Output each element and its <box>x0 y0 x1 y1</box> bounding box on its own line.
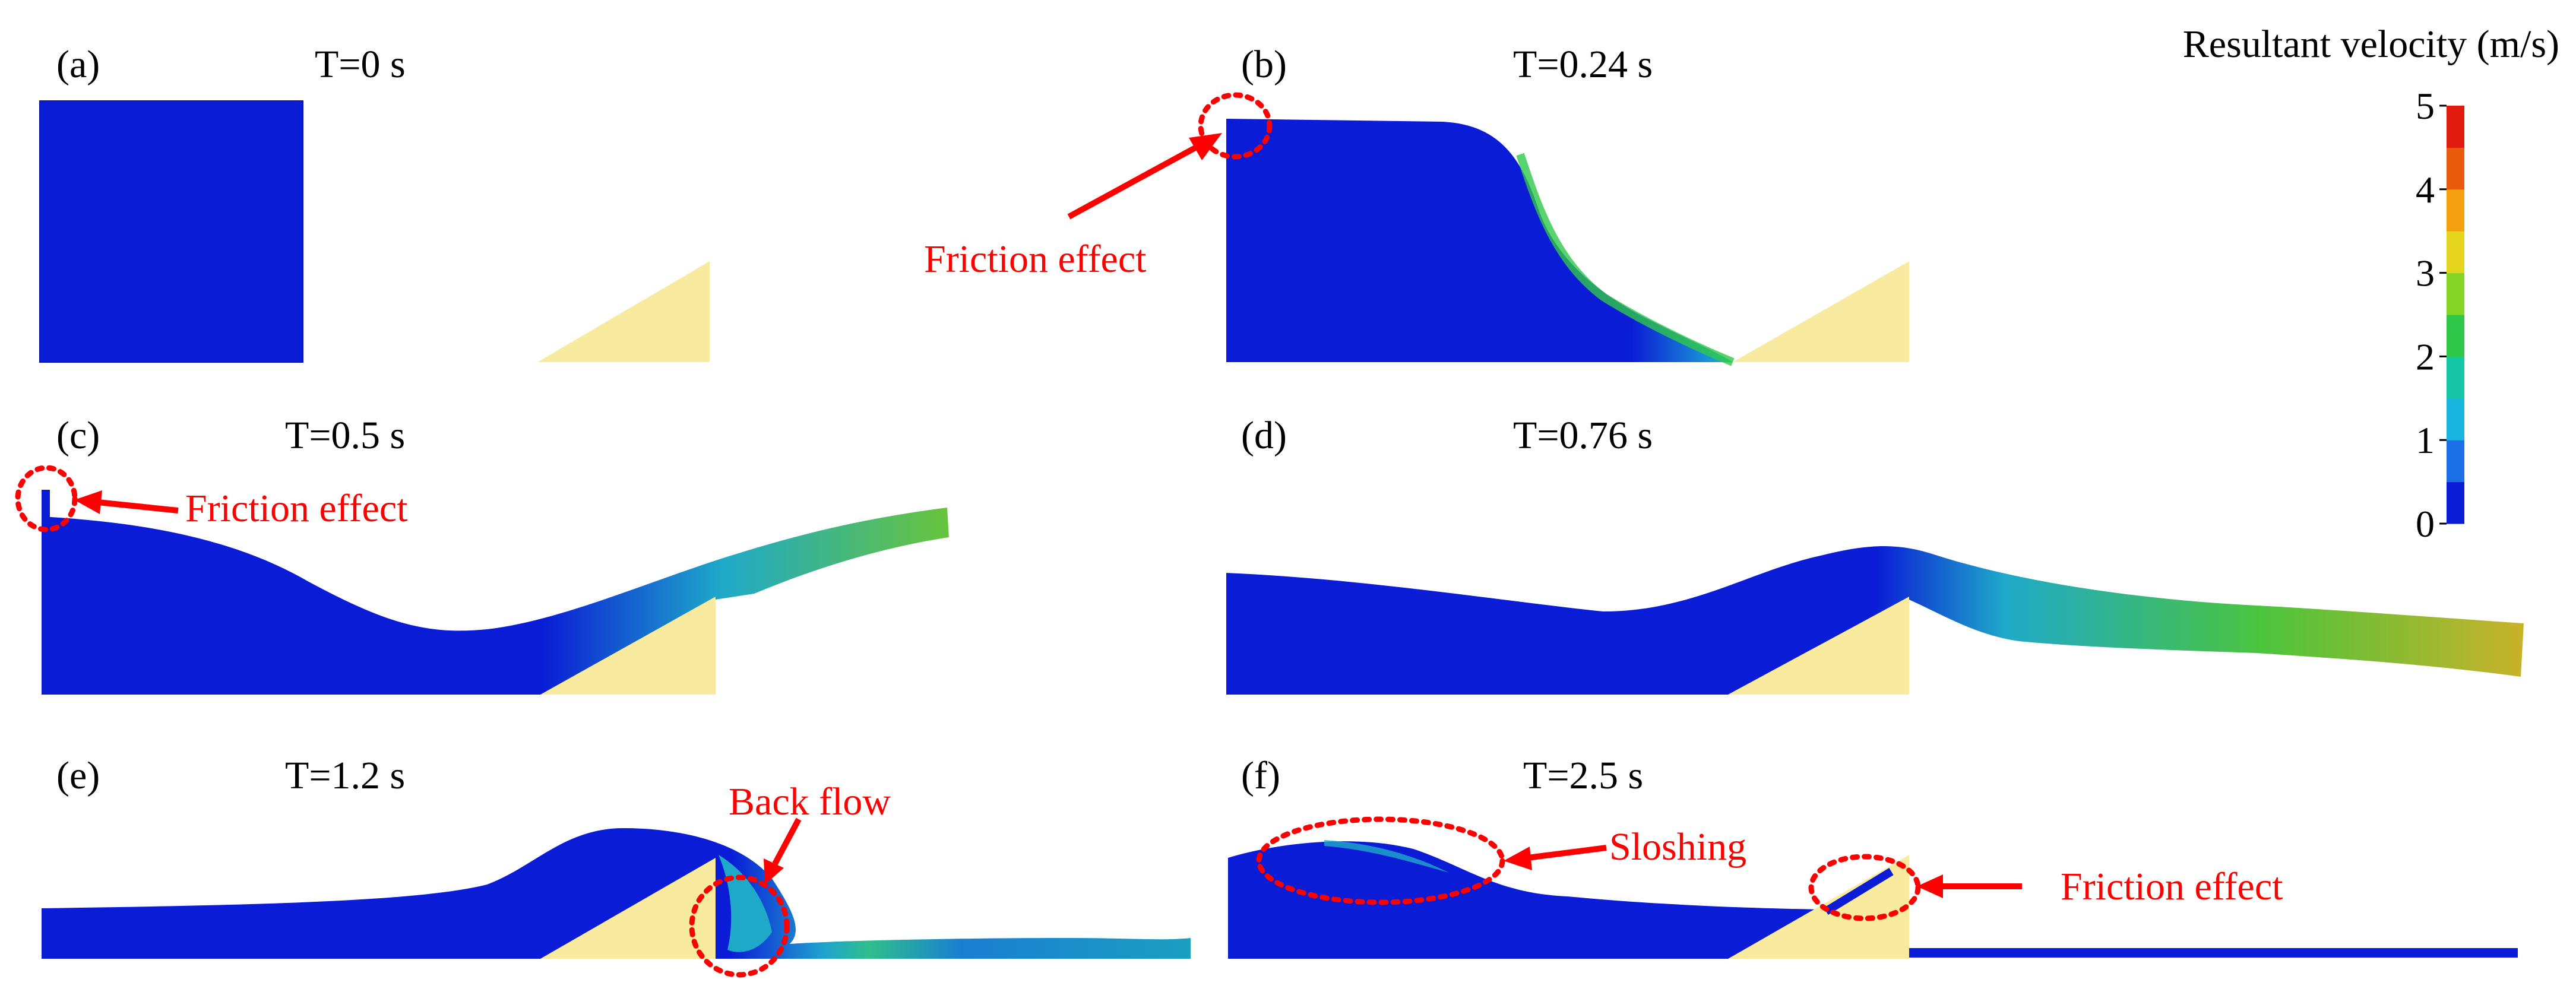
legend-color-segment <box>2447 440 2464 483</box>
friction-label-c: Friction effect <box>185 487 407 530</box>
panel-label-e: (e) <box>56 754 100 797</box>
panel-c: (c) T=0.5 s Friction effect <box>15 414 949 695</box>
friction-arrowhead-b <box>1189 133 1222 160</box>
time-label-c: T=0.5 s <box>285 414 405 457</box>
panel-label-b: (b) <box>1241 43 1287 86</box>
legend-color-segment <box>2447 356 2464 399</box>
sloshing-crest-f <box>1324 840 1449 873</box>
obstacle-ramp-f <box>1728 855 1909 959</box>
panel-label-a: (a) <box>56 43 100 86</box>
legend-color-segment <box>2447 398 2464 440</box>
time-label-f: T=2.5 s <box>1523 754 1643 797</box>
time-label-a: T=0 s <box>315 43 406 86</box>
panel-e: (e) T=1.2 s Back flow <box>42 754 1191 978</box>
friction-label-f: Friction effect <box>2061 865 2283 908</box>
time-label-d: T=0.76 s <box>1513 414 1653 457</box>
sloshing-label-f: Sloshing <box>1609 825 1746 869</box>
panel-label-d: (d) <box>1241 414 1287 457</box>
friction-arrowhead-c <box>74 490 102 514</box>
backflow-marker-e <box>689 874 790 978</box>
legend-color-segment <box>2447 189 2464 232</box>
friction-arrow-c <box>97 499 179 514</box>
friction-arrow-b <box>1067 142 1201 220</box>
obstacle-ramp-c <box>540 597 716 695</box>
backflow-label-e: Back flow <box>729 780 891 823</box>
friction-label-b: Friction effect <box>924 237 1146 281</box>
fluid-surface-b <box>1516 153 1735 366</box>
panel-f: (f) T=2.5 s Sloshing Friction effect <box>1228 754 2518 959</box>
fluid-c <box>42 508 949 695</box>
backflow-arrowhead-e <box>764 858 784 885</box>
legend-color-segment <box>2447 231 2464 274</box>
legend-tick-label: 4 <box>2416 169 2435 211</box>
sloshing-marker-f <box>1256 816 1505 905</box>
fluid-f <box>1228 841 1909 959</box>
panel-d: (d) T=0.76 s <box>1226 414 2524 695</box>
downstream-film-f <box>1909 948 2518 958</box>
panel-label-f: (f) <box>1241 754 1280 797</box>
friction-marker-c <box>15 465 78 533</box>
panel-label-c: (c) <box>56 414 100 457</box>
legend-tick-label: 2 <box>2416 335 2435 378</box>
fluid-e <box>42 828 1191 959</box>
legend-tick-label: 1 <box>2416 419 2435 461</box>
friction-arrowhead-f <box>1917 874 1943 898</box>
sloshing-arrowhead-f <box>1504 847 1532 870</box>
legend-color-segment <box>2447 147 2464 190</box>
velocity-legend: Resultant velocity (m/s) 0 1 2 3 4 5 <box>2183 23 2559 545</box>
obstacle-ramp-e <box>540 858 716 959</box>
legend-title: Resultant velocity (m/s) <box>2183 23 2559 66</box>
backflow-arrow-e <box>772 817 802 866</box>
friction-sliver-c <box>42 490 50 525</box>
friction-marker-b <box>1198 92 1273 160</box>
panel-b: (b) T=0.24 s Friction effect <box>924 43 1909 366</box>
obstacle-ramp-b <box>1733 261 1909 362</box>
legend-color-segment <box>2447 315 2464 357</box>
panel-a: (a) T=0 s <box>39 43 710 363</box>
time-label-b: T=0.24 s <box>1513 43 1653 86</box>
legend-tick-label: 3 <box>2416 252 2435 294</box>
fluid-column-a <box>39 100 303 363</box>
sloshing-arrow-f <box>1527 845 1607 861</box>
time-label-e: T=1.2 s <box>285 754 405 797</box>
legend-color-segment <box>2447 106 2464 148</box>
friction-film-f <box>1824 868 1894 915</box>
legend-tick-label: 0 <box>2416 503 2435 545</box>
legend-color-segment <box>2447 272 2464 315</box>
legend-color-segment <box>2447 481 2464 524</box>
friction-marker-f <box>1808 854 1921 921</box>
obstacle-ramp-d <box>1728 597 1909 695</box>
legend-tick-label: 5 <box>2416 85 2435 127</box>
legend-colorbar <box>2447 106 2464 524</box>
legend-ticks: 0 1 2 3 4 5 <box>2416 85 2447 545</box>
obstacle-ramp-a <box>537 261 710 362</box>
